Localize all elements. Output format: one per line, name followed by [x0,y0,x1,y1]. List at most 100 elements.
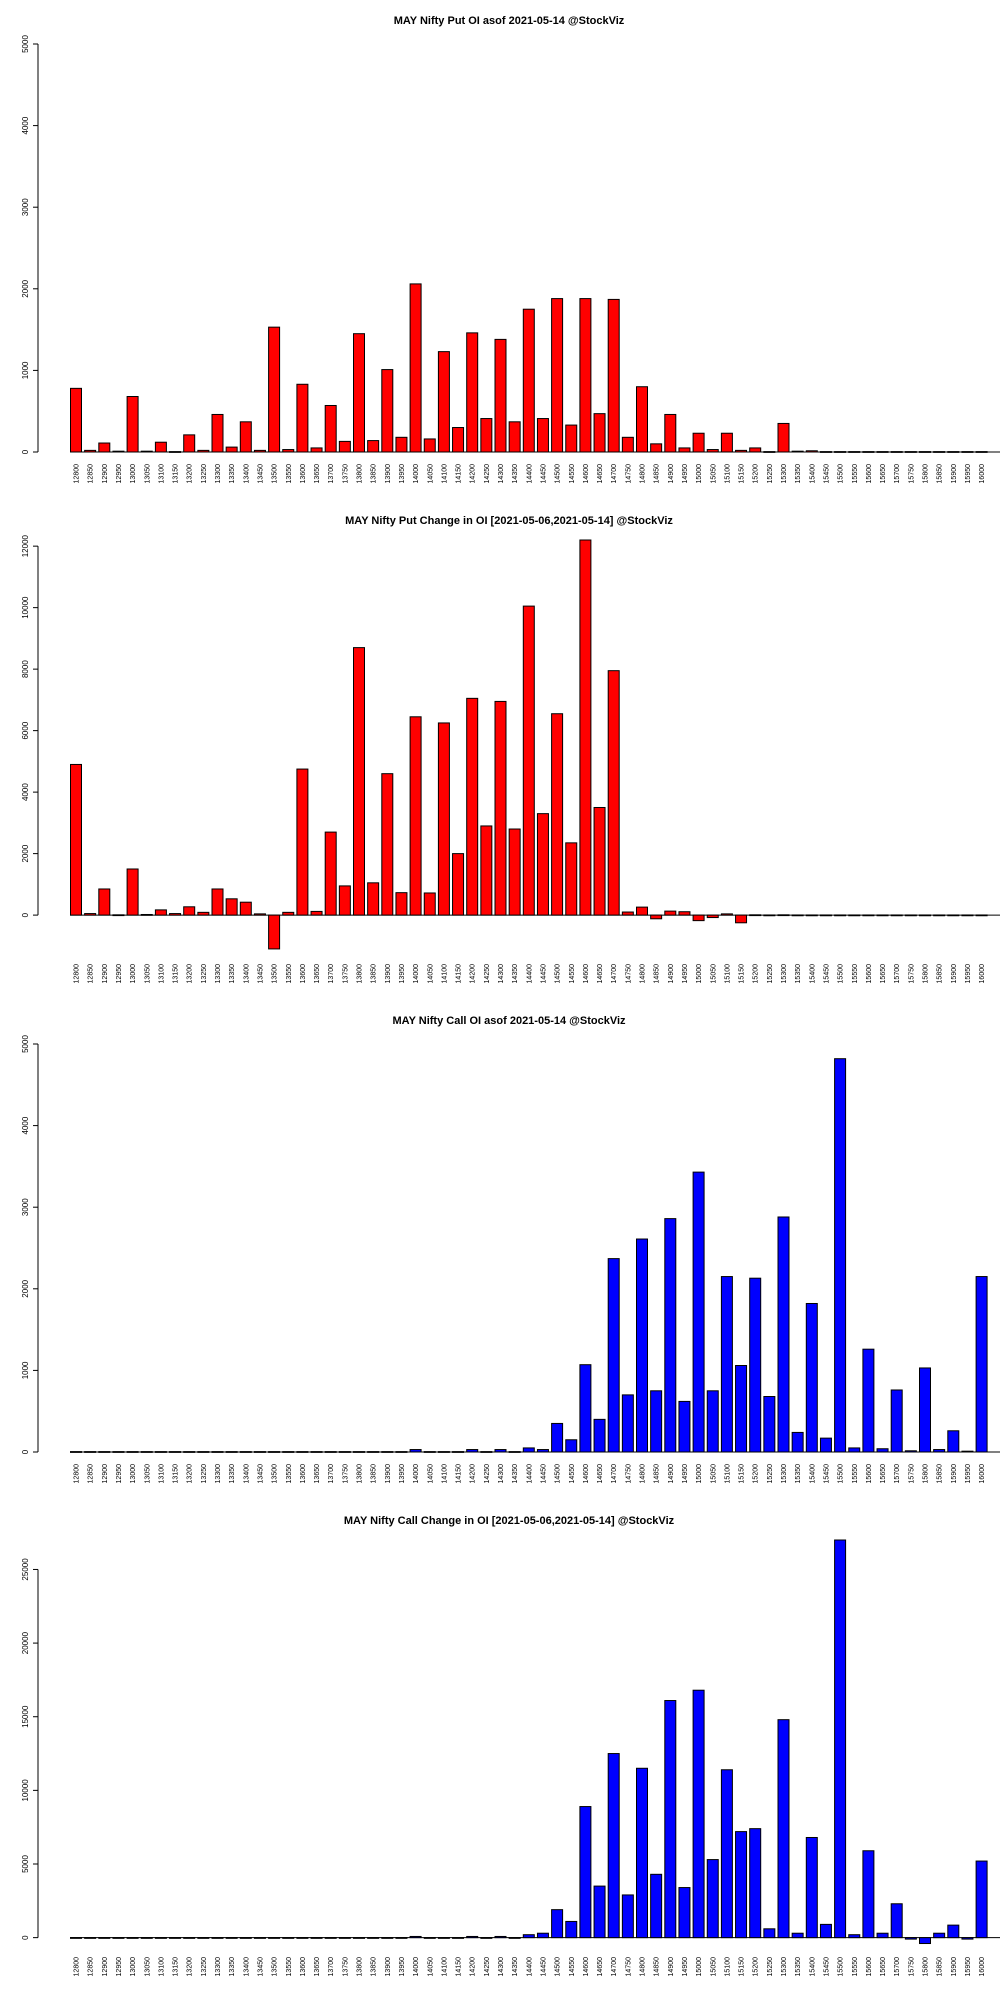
x-tick-label: 12800 [74,1957,81,1977]
bar-15950 [961,451,974,453]
bar-14350 [508,421,521,453]
x-tick-label: 13400 [243,464,250,484]
x-tick-label: 15950 [965,464,972,484]
x-tick-label: 14300 [498,1957,505,1977]
x-tick-label: 13900 [385,1464,392,1484]
bar-13050 [140,913,153,916]
x-tick-label: 15350 [795,1464,802,1484]
x-tick-label: 13900 [385,964,392,984]
bar-14200 [466,697,479,916]
bar-13450 [253,1451,266,1453]
x-tick-label: 15150 [739,964,746,984]
bar-15800 [919,1937,931,1945]
x-tick-label: 14000 [413,464,420,484]
bar-14350 [508,828,521,916]
bar-14450 [536,418,549,453]
x-tick-label: 15400 [809,464,816,484]
bar-12800 [70,1937,82,1939]
x-tick-label: 13150 [173,464,180,484]
x-tick-label: 14100 [441,1464,448,1484]
bar-14100 [437,722,450,916]
bar-14250 [480,418,493,453]
x-tick-label: 15550 [852,1957,859,1977]
bar-15200 [749,1277,762,1453]
bar-13250 [197,911,210,916]
x-tick-label: 13150 [173,1957,180,1977]
x-tick-label: 14350 [512,1464,519,1484]
bar-14100 [437,1451,450,1453]
x-tick-label: 12800 [74,1464,81,1484]
bar-15650 [876,914,889,917]
y-tick-label: 20000 [21,1631,30,1654]
x-tick-label: 15700 [894,964,901,984]
y-tick-label: 1000 [21,1361,30,1379]
bar-12950 [112,914,125,917]
bar-15600 [862,914,875,917]
bar-13950 [395,1937,408,1939]
bar-14700 [607,298,620,453]
x-tick-label: 15100 [724,1957,731,1977]
bar-13600 [296,1937,309,1939]
bar-13100 [154,1451,167,1453]
x-tick-label: 14650 [597,464,604,484]
bar-15300 [777,1719,790,1939]
bar-13100 [154,441,167,453]
bar-14200 [466,332,479,453]
bar-15900 [947,914,960,917]
x-tick-label: 15500 [838,964,845,984]
x-tick-label: 14800 [640,1957,647,1977]
x-tick-label: 14050 [427,464,434,484]
x-tick-label: 14900 [668,464,675,484]
x-tick-label: 14700 [611,964,618,984]
x-tick-label: 13700 [328,1464,335,1484]
x-tick-label: 13350 [229,964,236,984]
y-tick-label: 8000 [21,660,30,678]
x-tick-label: 13650 [314,964,321,984]
x-tick-label: 15400 [809,1957,816,1977]
x-tick-label: 13950 [399,964,406,984]
x-tick-label: 14800 [640,464,647,484]
x-tick-label: 15150 [739,1957,746,1977]
bar-12850 [84,1451,97,1453]
x-tick-label: 14800 [640,964,647,984]
x-tick-label: 14350 [512,964,519,984]
bar-15050 [706,914,719,919]
bar-13300 [211,888,224,916]
x-tick-label: 14850 [654,964,661,984]
bar-13350 [225,1937,238,1939]
x-tick-label: 14500 [555,464,562,484]
x-tick-label: 12950 [116,464,123,484]
bar-15100 [720,1769,733,1939]
x-tick-label: 13450 [257,464,264,484]
x-tick-label: 13300 [215,964,222,984]
x-tick-label: 15900 [951,1957,958,1977]
x-tick-label: 14800 [640,1464,647,1484]
bar-13500 [268,1451,281,1453]
x-tick-label: 14900 [668,1957,675,1977]
x-tick-label: 15100 [724,964,731,984]
x-tick-label: 14450 [540,964,547,984]
bar-15250 [763,451,776,453]
x-tick-label: 13850 [371,1464,378,1484]
x-tick-label: 14750 [625,1464,632,1484]
x-tick-label: 14600 [583,464,590,484]
bar-15850 [933,1449,946,1453]
x-tick-label: 15250 [767,1957,774,1977]
x-tick-label: 15800 [923,464,930,484]
bar-14400 [522,308,535,453]
bar-15150 [735,1365,748,1453]
x-tick-label: 14950 [682,1464,689,1484]
x-tick-label: 14550 [569,464,576,484]
x-tick-label: 15300 [781,1957,788,1977]
x-tick-label: 14850 [654,1464,661,1484]
bar-13800 [353,1451,365,1453]
x-tick-label: 14400 [526,964,533,984]
x-tick-label: 14450 [540,464,547,484]
bar-14750 [621,911,634,916]
bar-14550 [565,1439,578,1453]
bar-15050 [706,1390,719,1453]
x-tick-label: 14950 [682,964,689,984]
x-tick-label: 14150 [456,1464,463,1484]
bar-14550 [565,424,578,453]
bar-12950 [112,450,125,453]
